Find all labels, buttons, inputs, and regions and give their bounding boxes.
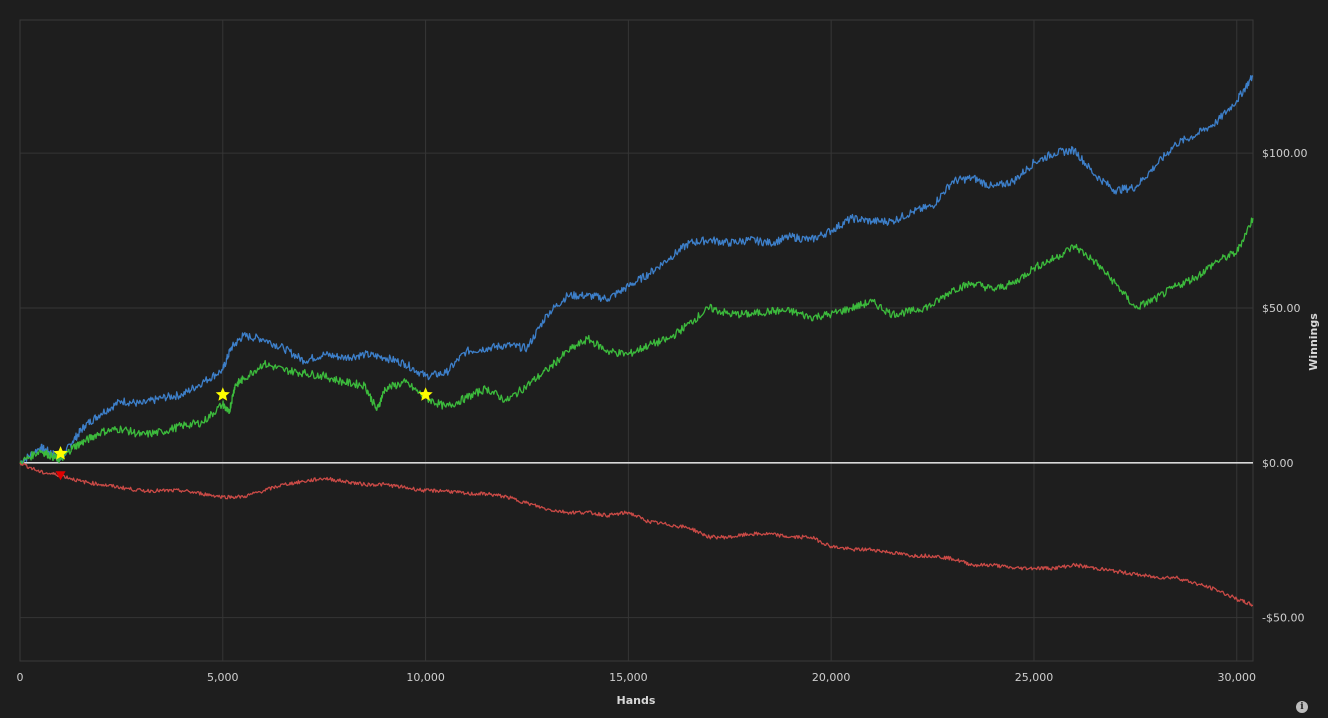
x-tick-label: 0 [17, 671, 24, 684]
y-tick-label: $100.00 [1262, 147, 1308, 160]
plot-area [19, 19, 1254, 662]
y-axis-title: Winnings [1307, 313, 1320, 371]
x-tick-label: 5,000 [207, 671, 239, 684]
y-axis-ticks: $100.00 $50.00 $0.00 -$50.00 [1262, 147, 1308, 624]
x-tick-label: 15,000 [609, 671, 648, 684]
star-marker [418, 387, 433, 401]
series-line-3 [19, 462, 1254, 607]
triangle-down-marker [55, 471, 66, 481]
y-tick-label: $50.00 [1262, 302, 1301, 315]
info-icon[interactable]: i [1296, 701, 1308, 713]
x-tick-label: 25,000 [1015, 671, 1054, 684]
x-tick-label: 20,000 [812, 671, 851, 684]
x-axis-ticks: 0 5,000 10,000 15,000 20,000 25,000 30,000 [17, 671, 1257, 684]
y-tick-label: -$50.00 [1262, 612, 1304, 625]
series-line-1 [19, 75, 1254, 465]
star-marker [215, 387, 230, 401]
x-tick-label: 10,000 [406, 671, 445, 684]
series-line-2 [19, 217, 1254, 466]
star-marker [53, 446, 68, 460]
series-layer [19, 75, 1254, 607]
marker-layer [53, 387, 433, 481]
y-tick-label: $0.00 [1262, 457, 1294, 470]
x-axis-title: Hands [617, 694, 656, 707]
x-tick-label: 30,000 [1218, 671, 1257, 684]
